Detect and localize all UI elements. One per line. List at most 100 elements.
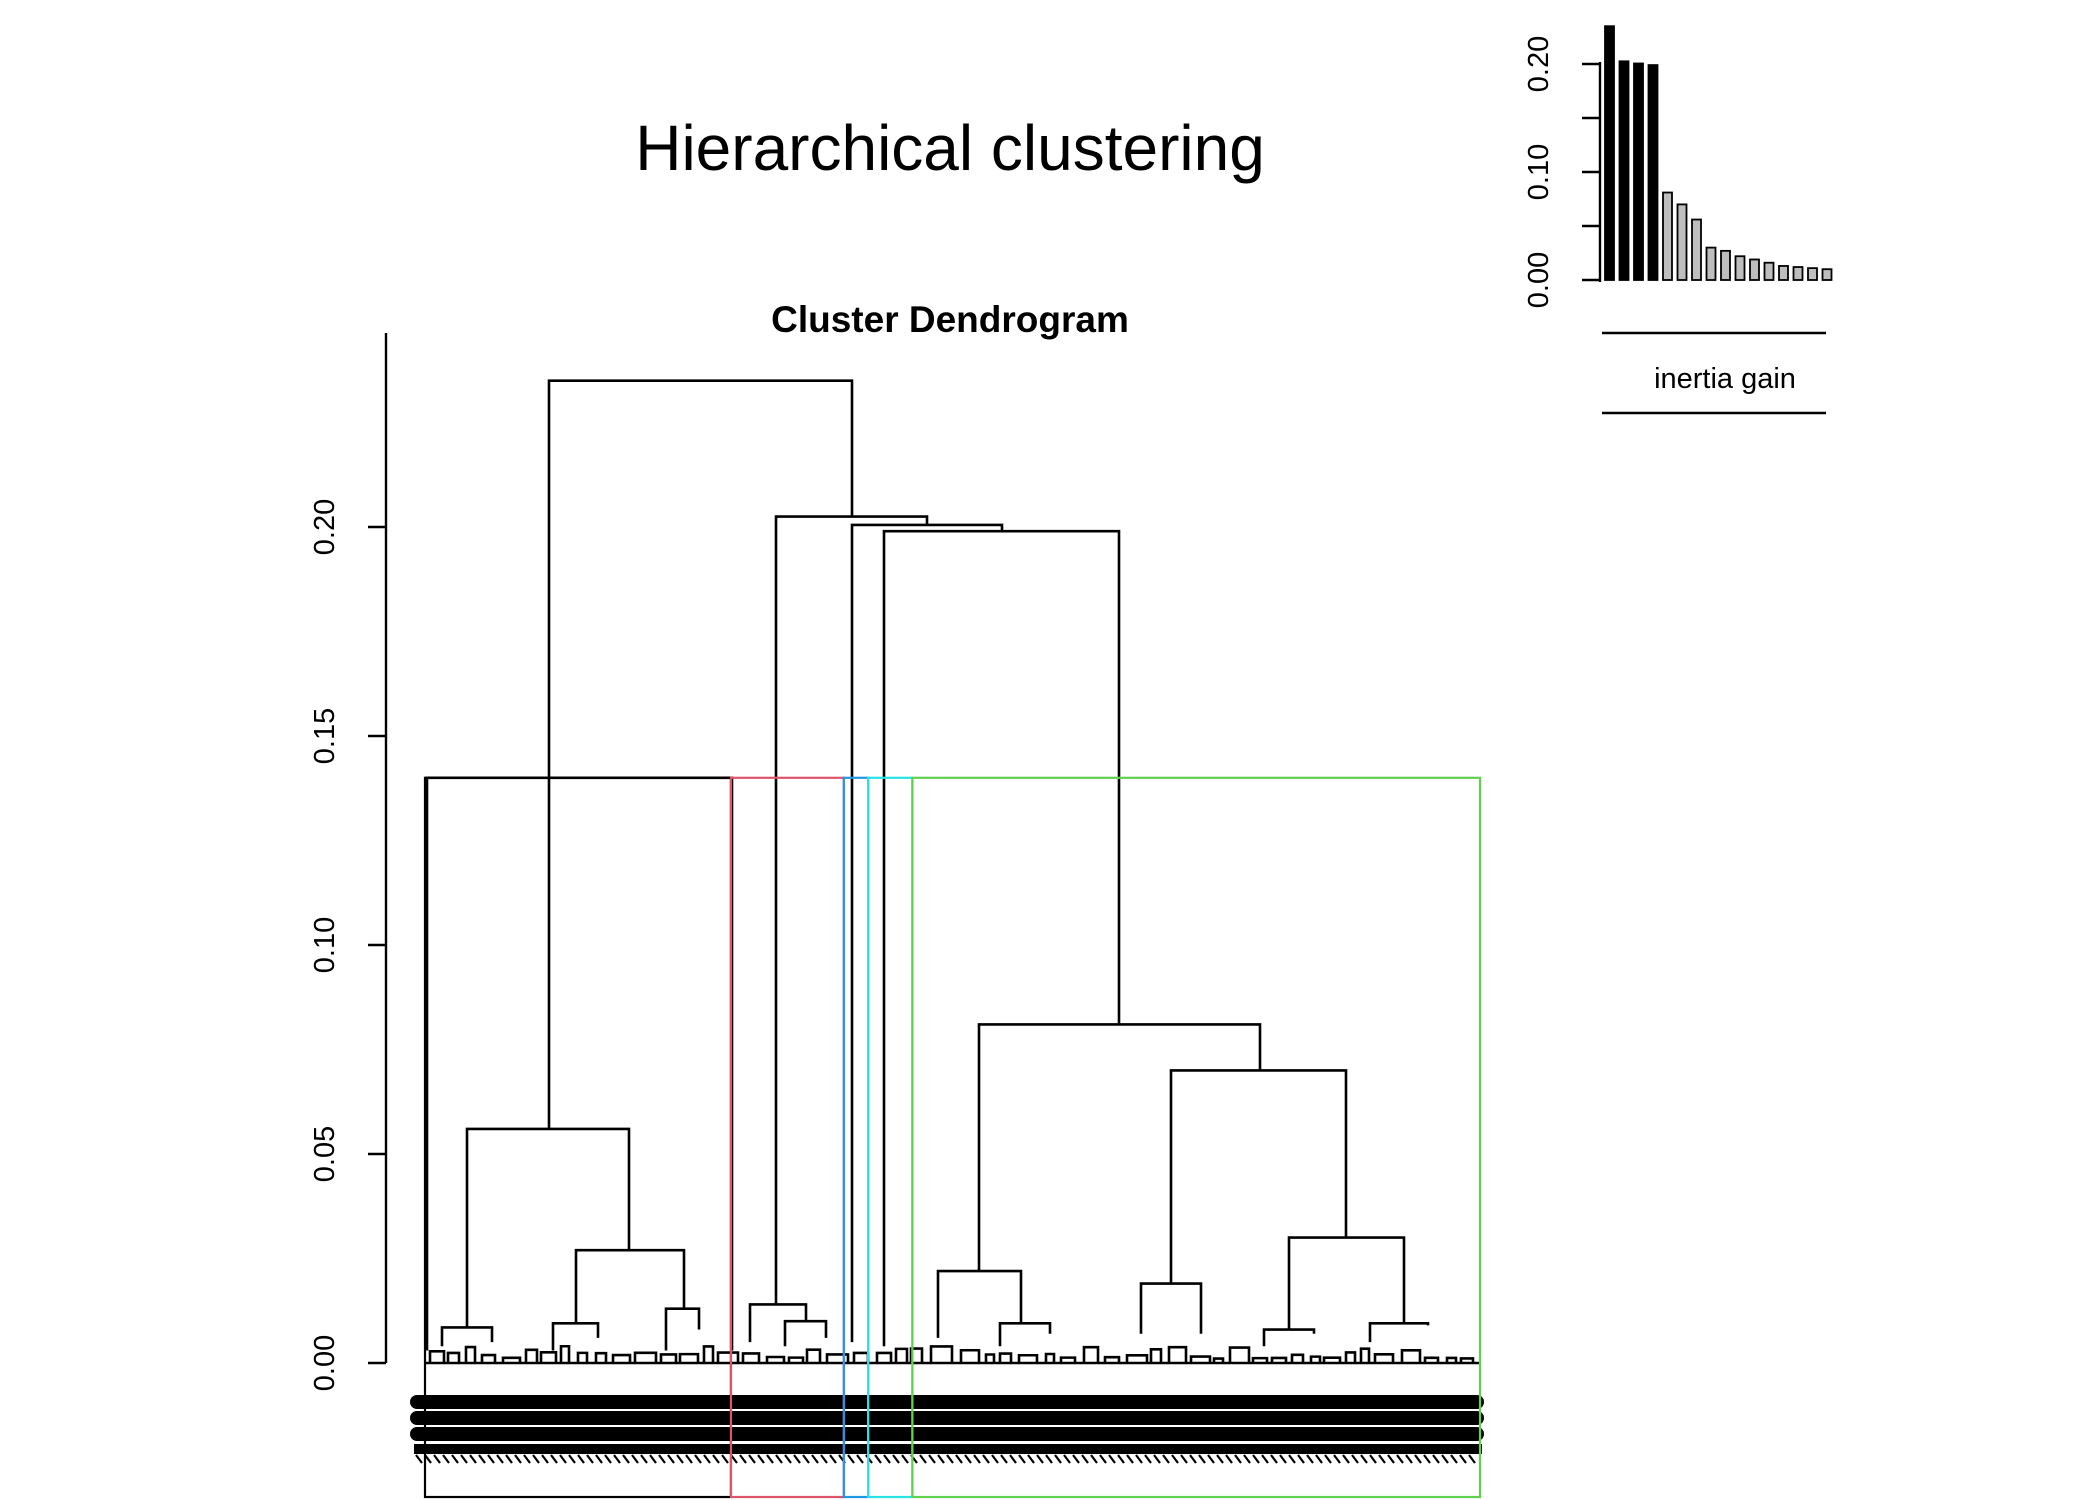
cluster-rectangle	[729, 776, 845, 1499]
dendrogram-link	[574, 1248, 686, 1324]
leaf-label-mark	[1423, 1454, 1431, 1464]
dendrogram-leaf-link	[539, 1351, 558, 1363]
leaf-label-mark	[712, 1454, 720, 1464]
leaf-label-mark	[487, 1454, 495, 1464]
dendrogram-link	[850, 523, 1004, 1343]
leaf-label-mark	[1261, 1454, 1269, 1464]
leaf-label-mark	[1009, 1454, 1017, 1464]
dendrogram-leaf-link	[1103, 1355, 1121, 1363]
leaf-label-mark	[1432, 1454, 1440, 1464]
leaf-label-mark	[1441, 1454, 1449, 1464]
dendrogram-links	[425, 379, 1480, 1365]
dendrogram-leaf-link	[1459, 1357, 1475, 1363]
leaf-label-mark	[433, 1454, 441, 1464]
leaf-label-mark	[775, 1454, 783, 1464]
leaf-label-mark	[1099, 1454, 1107, 1464]
dendrogram-leaf-link	[1125, 1353, 1149, 1363]
leaf-label-mark	[1351, 1454, 1359, 1464]
dendrogram-leaf-link	[1017, 1353, 1039, 1363]
leaf-label-mark	[793, 1454, 801, 1464]
cluster-rectangle	[423, 776, 733, 1499]
dendrogram-leaf-link	[984, 1353, 996, 1363]
leaf-label-mark	[586, 1454, 594, 1464]
dendrogram-link	[977, 1023, 1262, 1272]
inertia-bar	[1734, 255, 1746, 281]
dendrogram-y-tick-label: 0.15	[309, 708, 341, 764]
dendrogram-leaf-link	[875, 1351, 893, 1363]
leaf-label-mark	[721, 1454, 729, 1464]
leaf-label-row	[410, 1427, 1484, 1441]
leaf-label-mark	[784, 1454, 792, 1464]
leaf-label-mark	[1288, 1454, 1296, 1464]
leaf-label-mark	[1162, 1454, 1170, 1464]
leaf-label-mark	[649, 1454, 657, 1464]
dendrogram-link	[551, 1321, 600, 1351]
dendrogram-leaf-link	[998, 1352, 1013, 1363]
leaf-label-mark	[469, 1454, 477, 1464]
leaf-label-mark	[595, 1454, 603, 1464]
dendrogram-leaf-link	[576, 1351, 589, 1363]
leaf-label-mark	[811, 1454, 819, 1464]
leaf-label-mark	[991, 1454, 999, 1464]
dendrogram-leaf-link	[1309, 1355, 1322, 1363]
inertia-bar	[1662, 191, 1673, 281]
leaf-label-mark	[1216, 1454, 1224, 1464]
dendrogram-leaf-link	[633, 1351, 658, 1363]
inertia-bar	[1763, 261, 1775, 281]
inertia-gain-barplot: 0.00 0.10 0.20 inertia gain	[1523, 25, 1833, 415]
dendrogram-leaf-link	[1082, 1345, 1100, 1363]
leaf-label-mark	[667, 1454, 675, 1464]
leaf-label-mark	[550, 1454, 558, 1464]
leaf-label-row	[410, 1395, 1484, 1409]
leaf-label-mark	[1450, 1454, 1458, 1464]
leaf-label-mark	[514, 1454, 522, 1464]
inertia-bar	[1749, 258, 1760, 281]
dendrogram-leaf-link	[959, 1348, 981, 1363]
dendrogram-leaf-link	[524, 1348, 539, 1363]
dendrogram-link	[465, 1127, 631, 1328]
dendrogram-y-tick-label: 0.10	[309, 917, 341, 973]
cluster-rectangle	[866, 776, 914, 1499]
leaf-label-mark	[820, 1454, 828, 1464]
dendrogram-title: Cluster Dendrogram	[771, 299, 1129, 340]
dendrogram-leaf-link	[894, 1347, 909, 1363]
leaf-label-mark	[1090, 1454, 1098, 1464]
leaf-label-mark	[1171, 1454, 1179, 1464]
inertia-bar	[1821, 268, 1833, 281]
leaf-label-mark	[694, 1454, 702, 1464]
dendrogram-leaf-link	[741, 1352, 761, 1363]
leaf-label-mark	[1243, 1454, 1251, 1464]
leaf-label-mark	[883, 1454, 891, 1464]
dendrogram-y-tick-label: 0.05	[309, 1126, 341, 1182]
leaf-label-mark	[1387, 1454, 1395, 1464]
dendrogram-leaf-link	[446, 1351, 461, 1363]
dendrogram-leaf-link	[805, 1348, 822, 1363]
dendrogram-leaf-link	[464, 1345, 477, 1363]
leaf-label-mark	[973, 1454, 981, 1464]
dendrogram-leaf-link	[559, 1344, 571, 1363]
leaf-label-mark	[856, 1454, 864, 1464]
dendrogram-leaf-link	[1290, 1353, 1305, 1363]
inertia-bar	[1792, 266, 1804, 281]
dendrogram-leaf-link	[594, 1351, 608, 1363]
dendrogram-link	[748, 1303, 808, 1343]
inertia-bar	[1720, 249, 1731, 281]
leaf-label-mark	[478, 1454, 486, 1464]
leaf-label-mark	[1360, 1454, 1368, 1464]
dendrogram-leaf-link	[1167, 1345, 1188, 1363]
leaf-label-mark	[559, 1454, 567, 1464]
leaf-label-mark	[1180, 1454, 1188, 1464]
leaf-label-row	[410, 1411, 1484, 1425]
leaf-label-mark	[1378, 1454, 1386, 1464]
inertia-y-tick-label: 0.00	[1523, 252, 1555, 308]
leaf-label-mark	[622, 1454, 630, 1464]
leaf-label-mark	[505, 1454, 513, 1464]
leaf-label-mark	[460, 1454, 468, 1464]
inertia-bar	[1778, 265, 1789, 281]
dendrogram-link	[664, 1307, 701, 1351]
dendrogram-link	[547, 379, 854, 1129]
leaf-label-mark	[685, 1454, 693, 1464]
leaf-label-mark	[415, 1454, 423, 1464]
leaf-label-mark	[631, 1454, 639, 1464]
dendrogram-leaf-link	[1373, 1353, 1395, 1363]
